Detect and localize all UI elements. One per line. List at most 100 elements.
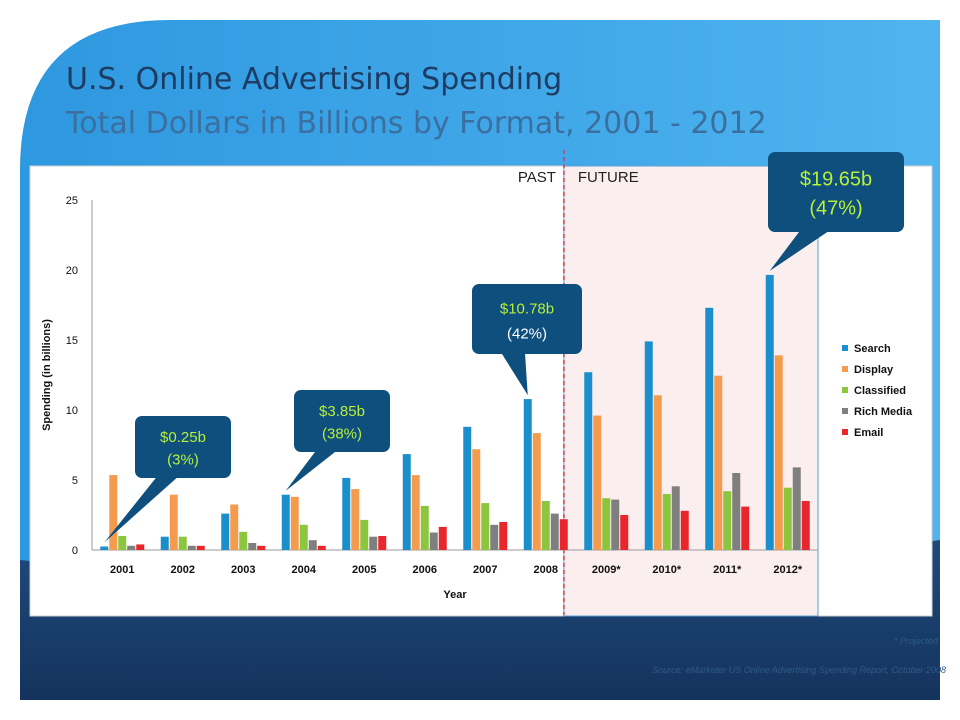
x-tick-label: 2003 bbox=[231, 564, 255, 576]
source-note: Source: eMarketer US Online Advertising … bbox=[652, 665, 946, 675]
bar-rich-media bbox=[490, 524, 499, 550]
slide-title: U.S. Online Advertising Spending bbox=[66, 62, 563, 97]
bar-display bbox=[109, 475, 118, 550]
bar-display bbox=[351, 489, 360, 550]
bar-email bbox=[741, 506, 750, 550]
x-tick-label: 2004 bbox=[292, 564, 317, 576]
bar-email bbox=[680, 510, 689, 550]
bar-rich-media bbox=[429, 532, 438, 550]
future-label: FUTURE bbox=[578, 169, 639, 186]
bar-email bbox=[438, 526, 447, 550]
bar-display bbox=[714, 375, 723, 550]
bar-search bbox=[281, 494, 290, 550]
bar-display bbox=[653, 395, 662, 550]
callout-box bbox=[135, 416, 231, 478]
x-axis-title: Year bbox=[443, 589, 467, 601]
callout-pointer bbox=[499, 350, 528, 396]
legend-swatch bbox=[842, 429, 848, 435]
x-tick-label: 2012* bbox=[773, 564, 802, 576]
legend-entry: Search bbox=[854, 343, 891, 355]
legend-swatch bbox=[842, 345, 848, 351]
bar-search bbox=[523, 399, 532, 550]
bar-classified bbox=[662, 494, 671, 550]
bar-email bbox=[559, 519, 568, 550]
bar-search bbox=[644, 341, 653, 550]
x-tick-label: 2010* bbox=[652, 564, 681, 576]
bar-search bbox=[584, 372, 593, 550]
bar-email bbox=[136, 544, 145, 550]
bar-classified bbox=[420, 505, 429, 550]
bar-classified bbox=[178, 536, 187, 550]
past-label: PAST bbox=[518, 169, 556, 186]
bar-email bbox=[378, 536, 387, 550]
bar-search bbox=[705, 307, 714, 550]
y-tick-label: 25 bbox=[66, 195, 78, 207]
bar-search bbox=[100, 546, 109, 550]
slide-subtitle: Total Dollars in Billions by Format, 200… bbox=[66, 106, 767, 141]
legend-entry: Display bbox=[854, 364, 894, 376]
callout-pointer bbox=[285, 448, 341, 491]
projected-footnote: * Projected bbox=[893, 636, 938, 646]
bar-email bbox=[196, 545, 205, 550]
bar-classified bbox=[783, 487, 792, 550]
bar-classified bbox=[541, 501, 550, 550]
bar-display bbox=[411, 475, 420, 550]
bar-search bbox=[765, 274, 774, 550]
x-tick-label: 2008 bbox=[534, 564, 558, 576]
callout-value: $0.25b bbox=[160, 429, 206, 446]
bar-display bbox=[169, 494, 178, 550]
bar-search bbox=[463, 426, 472, 550]
callout-box bbox=[294, 390, 390, 452]
bar-display bbox=[593, 415, 602, 550]
y-tick-label: 20 bbox=[66, 265, 78, 277]
callout-value: $10.78b bbox=[500, 300, 554, 317]
bar-display bbox=[472, 449, 481, 550]
bar-email bbox=[801, 501, 810, 550]
legend-swatch bbox=[842, 366, 848, 372]
x-tick-label: 2005 bbox=[352, 564, 376, 576]
x-tick-label: 2009* bbox=[592, 564, 621, 576]
x-tick-label: 2007 bbox=[473, 564, 497, 576]
legend-entry: Email bbox=[854, 427, 883, 439]
bar-search bbox=[160, 536, 169, 550]
bar-classified bbox=[118, 536, 127, 550]
x-tick-label: 2006 bbox=[413, 564, 437, 576]
bar-email bbox=[317, 545, 326, 550]
legend-swatch bbox=[842, 387, 848, 393]
legend-entry: Classified bbox=[854, 385, 906, 397]
bar-email bbox=[257, 545, 266, 550]
bar-rich-media bbox=[248, 543, 257, 550]
bar-search bbox=[402, 454, 411, 550]
callout-share: (38%) bbox=[322, 425, 362, 442]
callout-share: (42%) bbox=[507, 326, 547, 343]
y-tick-label: 10 bbox=[66, 405, 78, 417]
callout-box bbox=[472, 284, 582, 354]
bar-rich-media bbox=[308, 540, 317, 550]
callout-value: $3.85b bbox=[319, 403, 365, 420]
bar-display bbox=[532, 433, 541, 550]
y-axis-title: Spending (in billions) bbox=[41, 319, 53, 431]
legend-entry: Rich Media bbox=[854, 406, 913, 418]
callout-share: (3%) bbox=[167, 451, 199, 468]
y-tick-label: 15 bbox=[66, 335, 78, 347]
y-tick-label: 0 bbox=[72, 545, 78, 557]
bar-rich-media bbox=[550, 513, 559, 550]
bar-classified bbox=[360, 519, 369, 550]
bar-rich-media bbox=[611, 499, 620, 550]
bar-rich-media bbox=[187, 545, 196, 550]
bar-rich-media bbox=[369, 536, 378, 550]
callout-pointer bbox=[769, 228, 834, 271]
x-tick-label: 2001 bbox=[110, 564, 134, 576]
bar-rich-media bbox=[127, 545, 136, 550]
bar-email bbox=[620, 515, 629, 550]
bar-rich-media bbox=[732, 473, 741, 550]
bar-display bbox=[774, 355, 783, 550]
bar-email bbox=[499, 522, 508, 550]
callout-value: $19.65b bbox=[800, 169, 872, 191]
callout-pointer bbox=[104, 474, 182, 543]
bar-search bbox=[342, 477, 351, 550]
callout-share: (47%) bbox=[809, 197, 862, 219]
bar-classified bbox=[602, 498, 611, 550]
bar-classified bbox=[481, 503, 490, 550]
